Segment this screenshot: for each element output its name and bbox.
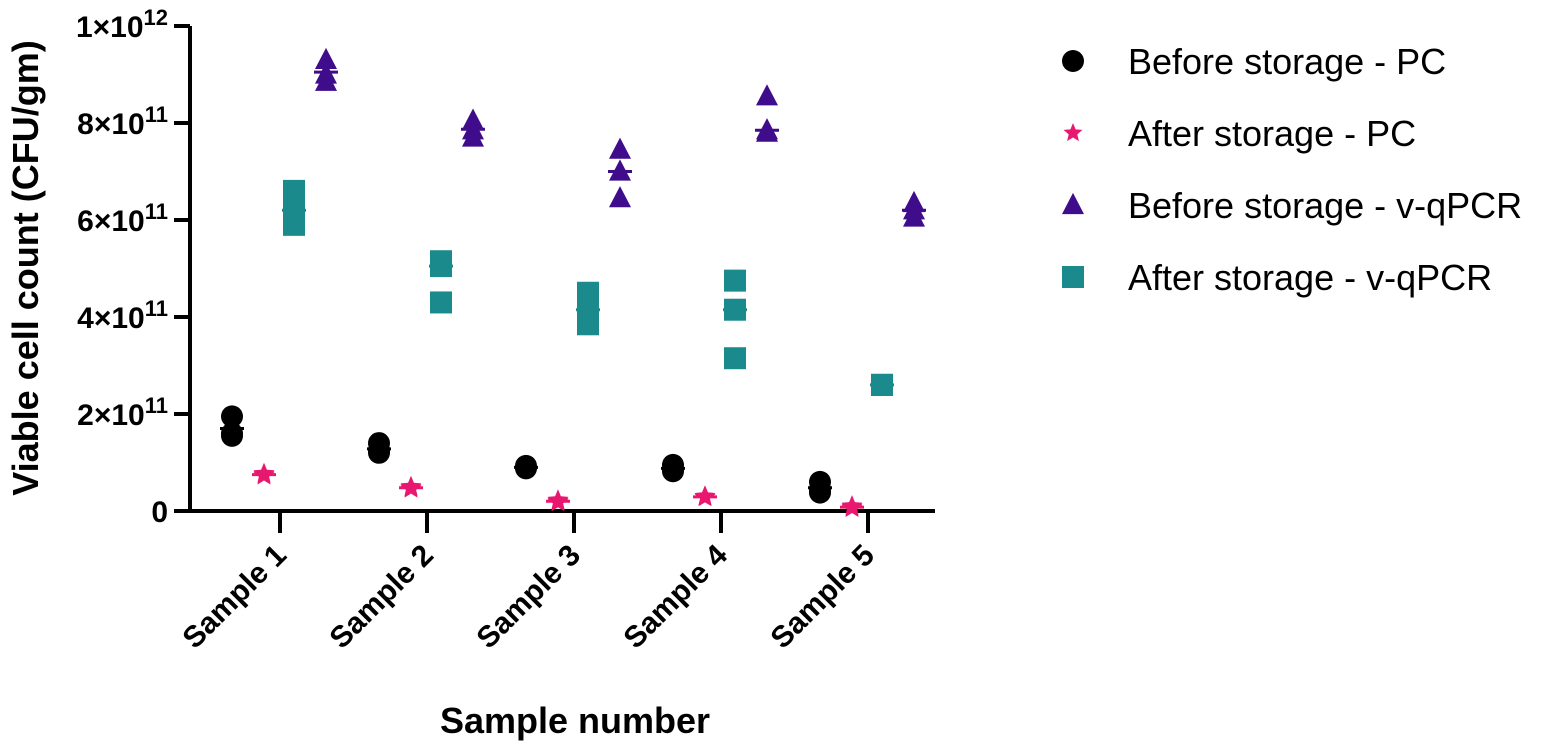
data-point <box>609 186 631 208</box>
legend-entry: Before storage - v-qPCR <box>1062 185 1522 226</box>
axes: 0 2×1011 4×1011 6×1011 8×1011 1×1012 Sample 1 S… <box>76 5 935 655</box>
series-circle <box>220 405 832 504</box>
data-point <box>694 485 716 506</box>
data-point <box>221 405 243 428</box>
data-point <box>315 47 337 70</box>
data-point <box>315 69 337 91</box>
data-point <box>430 291 452 314</box>
y-tick-label: 4×1011 <box>77 296 168 335</box>
data-marks <box>220 47 926 517</box>
data-point <box>662 453 684 476</box>
x-tick-label: Sample 2 <box>323 539 439 655</box>
data-point <box>283 179 305 202</box>
series-square <box>282 179 894 396</box>
y-axis-title: Viable cell count (CFU/gm) <box>5 40 46 495</box>
data-point <box>903 205 925 227</box>
legend-marker <box>1062 192 1084 215</box>
legend-entry: After storage - v-qPCR <box>1062 257 1492 298</box>
data-point <box>368 432 390 455</box>
legend-marker <box>1063 123 1083 142</box>
data-point <box>221 424 243 447</box>
x-tick-label: Sample 4 <box>617 538 734 655</box>
data-point <box>609 159 631 181</box>
series-triangle <box>314 47 926 227</box>
x-tick-label: Sample 3 <box>470 539 586 655</box>
y-tick-label: 6×1011 <box>77 199 168 238</box>
data-point <box>609 137 631 159</box>
data-point <box>462 125 484 147</box>
data-point <box>577 296 599 319</box>
data-point <box>577 313 599 336</box>
data-point <box>283 213 305 236</box>
legend-entry: After storage - PC <box>1063 113 1416 154</box>
y-tick-label: 1×1012 <box>76 5 168 44</box>
x-tick-label: Sample 5 <box>764 539 880 655</box>
x-axis-title: Sample number <box>440 700 710 741</box>
y-tick-label: 0 <box>151 496 168 529</box>
series-star <box>252 462 864 517</box>
legend-entry: Before storage - PC <box>1062 41 1446 82</box>
legend-label: After storage - PC <box>1128 113 1416 154</box>
data-point <box>724 347 746 370</box>
y-tick-label: 2×1011 <box>77 393 168 432</box>
data-point <box>809 470 831 493</box>
y-tick-label: 8×1011 <box>77 102 168 141</box>
x-tick-label: Sample 1 <box>176 539 292 655</box>
data-point <box>756 84 778 106</box>
legend-label: Before storage - PC <box>1128 41 1446 82</box>
legend-marker <box>1062 50 1084 72</box>
data-point <box>724 269 746 292</box>
legend-label: Before storage - v-qPCR <box>1128 185 1522 226</box>
legend: Before storage - PC After storage - PC Bef… <box>1062 41 1522 298</box>
legend-label: After storage - v-qPCR <box>1128 257 1492 298</box>
legend-marker <box>1062 266 1084 288</box>
